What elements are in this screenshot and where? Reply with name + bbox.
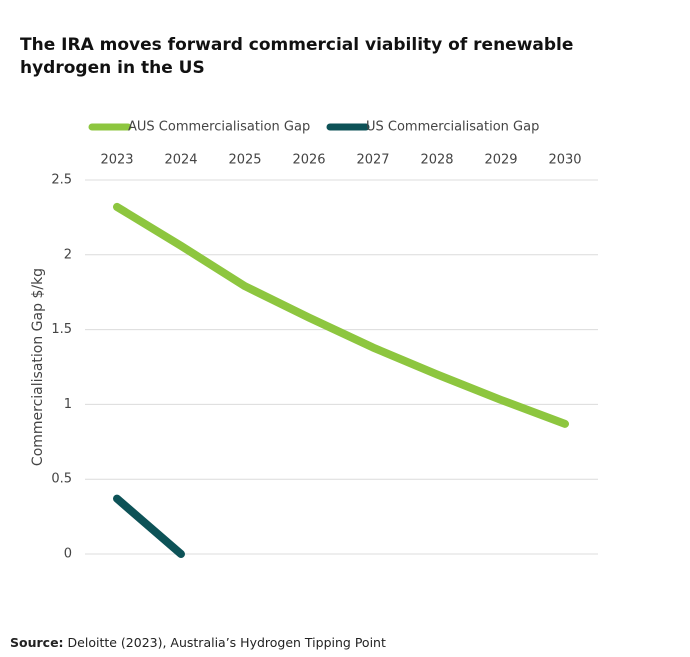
- x-tick-label: 2030: [548, 153, 581, 168]
- legend-label: US Commercialisation Gap: [366, 120, 539, 135]
- y-tick-label: 0: [64, 547, 72, 562]
- y-tick-label: 1.5: [51, 322, 72, 337]
- x-tick-label: 2028: [420, 153, 453, 168]
- source-text: Deloitte (2023), Australia’s Hydrogen Ti…: [67, 635, 386, 650]
- series-line: [113, 494, 185, 558]
- y-tick-label: 0.5: [51, 472, 72, 487]
- x-tick-label: 2023: [100, 153, 133, 168]
- legend-label: AUS Commercialisation Gap: [128, 120, 310, 135]
- x-tick-label: 2024: [164, 153, 197, 168]
- x-tick-label: 2027: [356, 153, 389, 168]
- x-tick-label: 2025: [228, 153, 261, 168]
- y-tick-label: 2: [64, 247, 72, 262]
- x-tick-label: 2029: [484, 153, 517, 168]
- source-label: Source:: [10, 635, 64, 650]
- x-tick-label: 2026: [292, 153, 325, 168]
- series-line: [113, 202, 569, 428]
- y-tick-label: 2.5: [51, 173, 72, 188]
- y-axis-title: Commercialisation Gap $/kg: [30, 268, 46, 466]
- y-tick-label: 1: [64, 397, 72, 412]
- source: Source: Deloitte (2023), Australia’s Hyd…: [10, 635, 386, 650]
- chart-title: The IRA moves forward commercial viabili…: [20, 35, 574, 78]
